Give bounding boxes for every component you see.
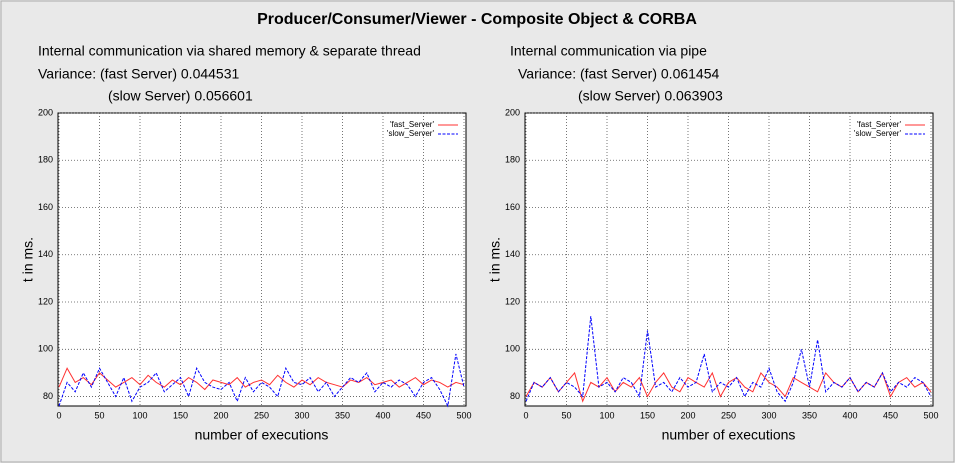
annotation: Internal communication via shared memory… xyxy=(38,43,421,59)
annotation: (slow Server) 0.063903 xyxy=(578,88,723,104)
x-tick-label: 100 xyxy=(599,410,614,420)
x-tick-label: 450 xyxy=(883,410,898,420)
x-tick-label: 300 xyxy=(294,410,309,420)
page-title: Producer/Consumer/Viewer - Composite Obj… xyxy=(257,11,697,28)
y-tick-label: 120 xyxy=(38,296,53,306)
y-tick-label: 200 xyxy=(505,107,520,117)
y-tick-label: 80 xyxy=(43,391,53,401)
x-tick-label: 50 xyxy=(94,410,104,420)
y-tick-label: 160 xyxy=(38,202,53,212)
annotation: (slow Server) 0.056601 xyxy=(108,88,253,104)
x-tick-label: 350 xyxy=(335,410,350,420)
annotation: Variance: (fast Server) 0.061454 xyxy=(518,66,720,82)
plot-area xyxy=(57,112,467,407)
y-axis-label: t in ms. xyxy=(487,237,503,282)
legend-label: 'slow_Server' xyxy=(387,129,435,138)
x-tick-label: 350 xyxy=(802,410,817,420)
y-tick-label: 180 xyxy=(38,155,53,165)
x-tick-label: 100 xyxy=(132,410,147,420)
annotation: Internal communication via pipe xyxy=(510,43,707,59)
legend-label: 'slow_Server' xyxy=(854,129,902,138)
y-tick-label: 100 xyxy=(38,344,53,354)
x-axis-label: number of executions xyxy=(195,427,329,443)
y-axis-label: t in ms. xyxy=(20,237,36,282)
x-tick-label: 500 xyxy=(923,410,938,420)
plot-area xyxy=(524,112,934,407)
x-tick-label: 400 xyxy=(842,410,857,420)
x-tick-label: 400 xyxy=(375,410,390,420)
x-axis-label: number of executions xyxy=(662,427,796,443)
x-tick-label: 300 xyxy=(761,410,776,420)
x-tick-label: 450 xyxy=(416,410,431,420)
x-tick-label: 200 xyxy=(213,410,228,420)
legend-label: 'fast_Server' xyxy=(390,120,434,129)
annotation: Variance: (fast Server) 0.044531 xyxy=(38,66,240,82)
x-tick-label: 0 xyxy=(56,410,61,420)
y-tick-label: 80 xyxy=(510,391,520,401)
series-line xyxy=(525,316,932,403)
x-tick-label: 150 xyxy=(640,410,655,420)
x-tick-label: 50 xyxy=(561,410,571,420)
series-line xyxy=(58,367,465,391)
y-tick-label: 100 xyxy=(505,344,520,354)
x-tick-label: 200 xyxy=(680,410,695,420)
y-tick-label: 120 xyxy=(505,296,520,306)
y-tick-label: 200 xyxy=(38,107,53,117)
x-tick-label: 250 xyxy=(254,410,269,420)
x-tick-label: 500 xyxy=(456,410,471,420)
legend-label: 'fast_Server' xyxy=(857,120,901,129)
y-tick-label: 140 xyxy=(505,249,520,259)
y-tick-label: 140 xyxy=(38,249,53,259)
x-tick-label: 0 xyxy=(523,410,528,420)
x-tick-label: 250 xyxy=(721,410,736,420)
x-tick-label: 150 xyxy=(173,410,188,420)
y-tick-label: 180 xyxy=(505,155,520,165)
series-line xyxy=(58,353,465,408)
y-tick-label: 160 xyxy=(505,202,520,212)
